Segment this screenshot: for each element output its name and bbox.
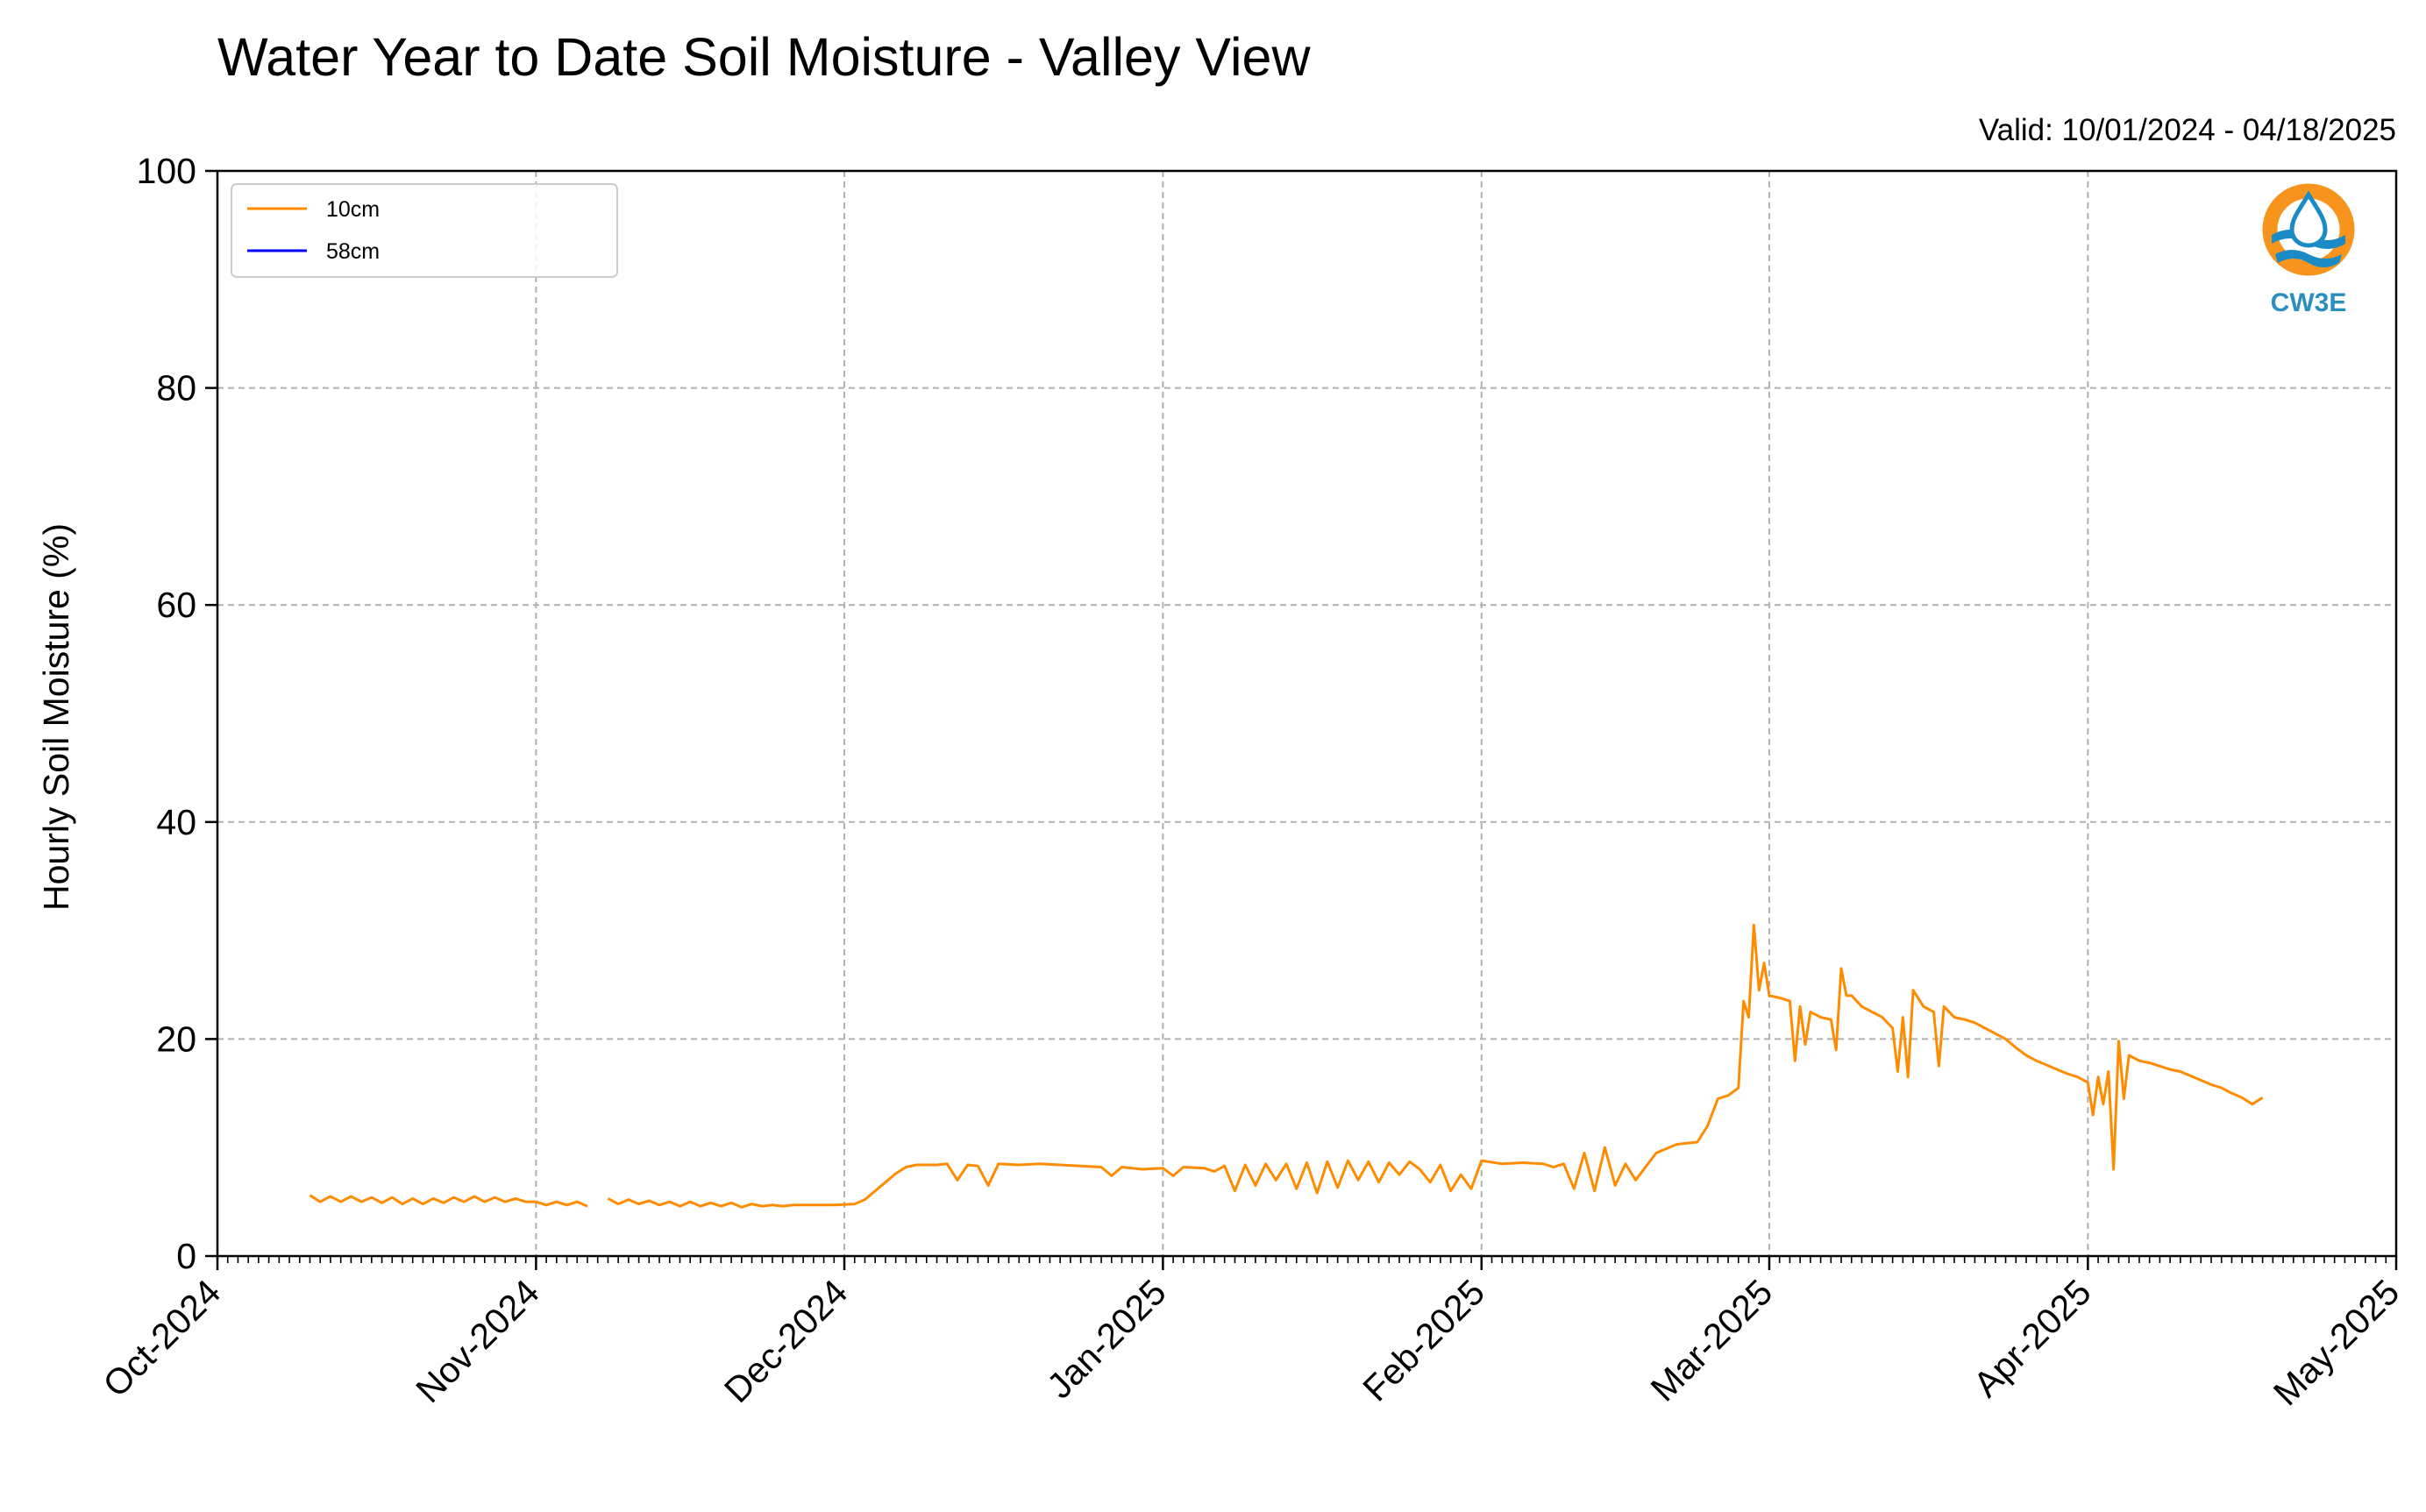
x-tick-label: Oct-2024: [96, 1272, 229, 1405]
chart-title: Water Year to Date Soil Moisture - Valle…: [217, 27, 1311, 87]
y-tick-label: 0: [176, 1236, 196, 1276]
x-tick-label: Dec-2024: [716, 1272, 855, 1410]
logo-drop-icon: [2289, 190, 2328, 248]
chart-subtitle: Valid: 10/01/2024 - 04/18/2025: [1979, 113, 2396, 147]
plot-frame: [216, 169, 2398, 1258]
x-tick-label: Jan-2025: [1039, 1272, 1173, 1406]
y-axis-label: Hourly Soil Moisture (%): [36, 523, 76, 911]
y-tick-label: 100: [137, 151, 196, 191]
series-line-10cm: [309, 923, 2264, 1209]
y-tick-label: 60: [156, 585, 196, 625]
axes: 0 20 40 60 80 100 Oct-2024 Nov-2024 Dec-2024 Jan-…: [96, 151, 2408, 1413]
legend: 10cm 58cm: [231, 183, 618, 278]
x-tick-label: Nov-2024: [408, 1272, 546, 1410]
legend-label-10cm: 10cm: [326, 197, 380, 222]
x-tick-label: May-2025: [2266, 1272, 2407, 1413]
series-layer: [309, 923, 2264, 1209]
logo-wave-icon: [2275, 250, 2342, 267]
x-tick-label: Feb-2025: [1355, 1272, 1492, 1409]
y-tick-label: 40: [156, 802, 196, 842]
logo-text: CW3E: [2271, 288, 2347, 317]
y-tick-label: 80: [156, 368, 196, 408]
grid-lines: [217, 171, 2396, 1256]
y-tick-label: 20: [156, 1019, 196, 1059]
cw3e-logo: CW3E: [2262, 183, 2355, 317]
x-tick-label: Mar-2025: [1643, 1272, 1781, 1409]
legend-box: [231, 183, 618, 278]
x-tick-label: Apr-2025: [1966, 1272, 2099, 1405]
legend-label-58cm: 58cm: [326, 239, 380, 264]
